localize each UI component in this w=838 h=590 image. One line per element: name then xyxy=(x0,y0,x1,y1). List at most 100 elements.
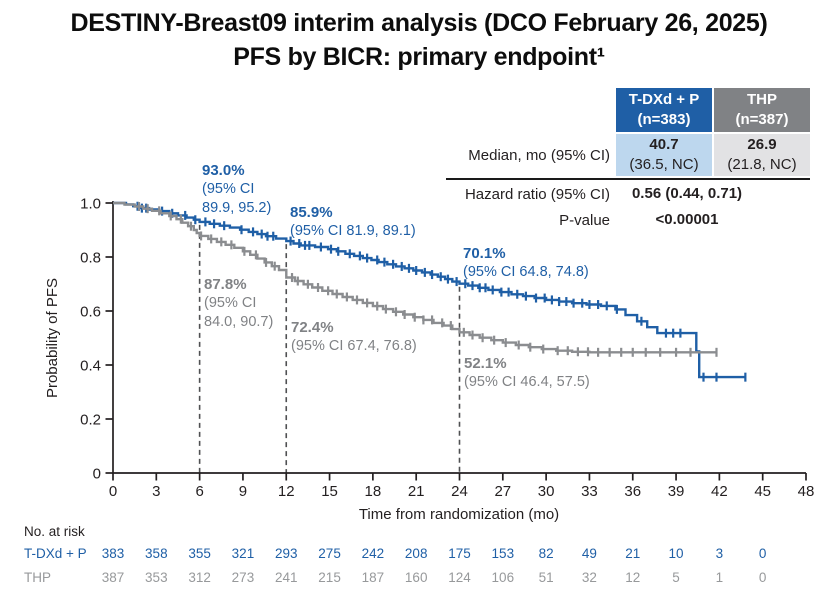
at-risk-value: 12 xyxy=(625,570,640,585)
at-risk-value: 273 xyxy=(232,570,255,585)
column-header-tdxd-n: (n=383) xyxy=(637,111,691,128)
annotation-ci: (95% CI 84.0, 90.7) xyxy=(204,295,274,330)
at-risk-value: 51 xyxy=(539,570,554,585)
x-tick-label: 42 xyxy=(711,483,728,500)
at-risk-value: 215 xyxy=(318,570,341,585)
hazard-ratio-row: Hazard ratio (95% CI) 0.56 (0.44, 0.71) xyxy=(446,183,810,206)
at-risk-value: 5 xyxy=(672,570,680,585)
annotation-pct: 93.0% xyxy=(202,162,245,179)
median-thp-cell: 26.9 (21.8, NC) xyxy=(714,134,810,176)
median-tdxd-value: 40.7 xyxy=(649,136,679,153)
at-risk-value: 241 xyxy=(275,570,298,585)
at-risk-value: 208 xyxy=(405,546,428,561)
at-risk-value: 82 xyxy=(539,546,554,561)
at-risk-value: 124 xyxy=(448,570,471,585)
annotation-tdxd-24mo: 70.1% (95% CI 64.8, 74.8) xyxy=(463,244,589,282)
x-tick-label: 36 xyxy=(624,483,641,500)
at-risk-value: 0 xyxy=(759,570,767,585)
annotation-pct: 70.1% xyxy=(463,245,506,262)
annotation-thp-6mo: 87.8% (95% CI 84.0, 90.7) xyxy=(204,275,273,332)
stats-table: T-DXd + P (n=383) THP (n=387) Median, mo… xyxy=(446,88,810,232)
p-value-row: P-value <0.00001 xyxy=(446,209,810,232)
at-risk-value: 242 xyxy=(362,546,385,561)
at-risk-value: 312 xyxy=(188,570,211,585)
annotation-tdxd-6mo: 93.0% (95% CI 89.9, 95.2) xyxy=(202,161,271,218)
at-risk-value: 21 xyxy=(625,546,640,561)
stats-corner-empty xyxy=(446,88,614,132)
at-risk-value: 293 xyxy=(275,546,298,561)
x-tick-label: 27 xyxy=(494,483,511,500)
at-risk-value: 153 xyxy=(492,546,515,561)
median-thp-value: 26.9 xyxy=(747,136,777,153)
median-tdxd-ci: (36.5, NC) xyxy=(629,156,699,173)
column-header-tdxd: T-DXd + P (n=383) xyxy=(616,88,712,132)
x-tick-label: 21 xyxy=(408,483,425,500)
annotation-thp-24mo: 52.1% (95% CI 46.4, 57.5) xyxy=(464,354,590,392)
x-tick-label: 24 xyxy=(451,483,468,500)
x-tick-label: 0 xyxy=(109,483,117,500)
at-risk-value: 355 xyxy=(188,546,211,561)
hazard-ratio-value: 0.56 (0.44, 0.71) xyxy=(631,185,743,202)
x-tick-label: 12 xyxy=(278,483,295,500)
x-tick-label: 30 xyxy=(538,483,555,500)
x-tick-label: 15 xyxy=(321,483,338,500)
annotation-ci: (95% CI 81.9, 89.1) xyxy=(290,223,416,239)
at-risk-value: 160 xyxy=(405,570,428,585)
x-tick-label: 48 xyxy=(798,483,815,500)
x-tick-label: 9 xyxy=(239,483,247,500)
median-row-label: Median, mo (95% CI) xyxy=(468,146,610,164)
x-tick-label: 39 xyxy=(668,483,685,500)
at-risk-heading: No. at risk xyxy=(24,524,85,539)
at-risk-value: 10 xyxy=(669,546,684,561)
x-axis-title: Time from randomization (mo) xyxy=(359,506,559,523)
at-risk-value: 353 xyxy=(145,570,168,585)
annotation-ci: (95% CI 89.9, 95.2) xyxy=(202,181,272,216)
annotation-pct: 52.1% xyxy=(464,355,507,372)
at-risk-value: 387 xyxy=(102,570,125,585)
annotation-tdxd-12mo: 85.9% (95% CI 81.9, 89.1) xyxy=(290,203,416,241)
x-tick-label: 45 xyxy=(754,483,771,500)
median-tdxd-cell: 40.7 (36.5, NC) xyxy=(616,134,712,176)
annotation-ci: (95% CI 67.4, 76.8) xyxy=(291,338,417,354)
at-risk-value: 106 xyxy=(492,570,515,585)
median-thp-ci: (21.8, NC) xyxy=(727,156,797,173)
y-tick-label: 0.6 xyxy=(80,304,101,321)
at-risk-value: 187 xyxy=(362,570,385,585)
annotation-thp-12mo: 72.4% (95% CI 67.4, 76.8) xyxy=(291,318,417,356)
annotation-pct: 87.8% xyxy=(204,276,247,293)
y-axis-title: Probability of PFS xyxy=(44,278,61,398)
km-curve-tdxd xyxy=(113,201,746,379)
x-tick-label: 3 xyxy=(152,483,160,500)
title-line-1: DESTINY-Breast09 interim analysis (DCO F… xyxy=(70,9,768,37)
at-risk-value: 175 xyxy=(448,546,471,561)
y-tick-label: 0.4 xyxy=(80,358,101,375)
column-header-tdxd-name: T-DXd + P xyxy=(628,91,700,108)
y-tick-label: 0.2 xyxy=(80,412,101,429)
at-risk-value: 275 xyxy=(318,546,341,561)
y-tick-label: 0 xyxy=(93,466,101,483)
y-tick-label: 1.0 xyxy=(80,196,101,213)
at-risk-value: 1 xyxy=(716,570,724,585)
x-tick-label: 6 xyxy=(195,483,203,500)
at-risk-value: 321 xyxy=(232,546,255,561)
column-header-thp-name: THP xyxy=(747,91,777,108)
p-value-label: P-value xyxy=(559,212,610,229)
hazard-ratio-label: Hazard ratio (95% CI) xyxy=(464,186,610,203)
km-curve-thp xyxy=(113,201,717,354)
annotation-pct: 72.4% xyxy=(291,319,334,336)
at-risk-row-label-thp: THP xyxy=(24,570,51,585)
title-line-2: PFS by BICR: primary endpoint¹ xyxy=(233,43,605,71)
column-header-thp-n: (n=387) xyxy=(735,111,789,128)
at-risk-value: 383 xyxy=(102,546,125,561)
y-tick-label: 0.8 xyxy=(80,250,101,267)
slide-title: DESTINY-Breast09 interim analysis (DCO F… xyxy=(0,6,838,74)
at-risk-value: 358 xyxy=(145,546,168,561)
at-risk-value: 49 xyxy=(582,546,597,561)
x-tick-label: 18 xyxy=(365,483,382,500)
column-header-thp: THP (n=387) xyxy=(714,88,810,132)
at-risk-row-label-tdxd: T-DXd + P xyxy=(24,546,87,561)
p-value-value: <0.00001 xyxy=(655,211,719,228)
annotation-pct: 85.9% xyxy=(290,204,333,221)
